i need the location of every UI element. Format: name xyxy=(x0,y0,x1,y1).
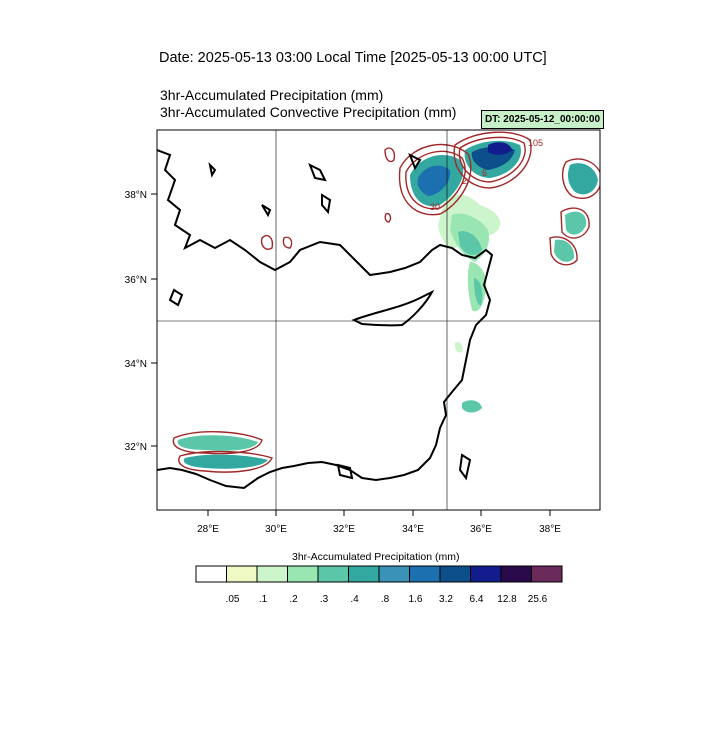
subtitle-convective: 3hr-Accumulated Convective Precipitation… xyxy=(160,104,457,120)
colorbar-swatch xyxy=(409,565,441,583)
colorbar-label: 1.6 xyxy=(408,594,423,605)
lat-label: 32°N xyxy=(125,442,147,453)
subtitle-precip: 3hr-Accumulated Precipitation (mm) xyxy=(160,87,384,103)
colorbar-swatch xyxy=(348,565,380,583)
colorbar-swatch xyxy=(287,565,319,583)
colorbar-label: .4 xyxy=(350,594,359,605)
colorbar xyxy=(195,565,563,583)
colorbar-swatch xyxy=(378,565,410,583)
colorbar-title: 3hr-Accumulated Precipitation (mm) xyxy=(292,551,460,563)
colorbar-label: 12.8 xyxy=(497,594,517,605)
colorbar-swatch xyxy=(439,565,471,583)
tick-marks xyxy=(151,193,551,516)
map-frame xyxy=(156,129,601,511)
lon-label: 28°E xyxy=(197,524,219,535)
colorbar-label: 6.4 xyxy=(469,594,484,605)
contour-label: 30 xyxy=(430,202,440,212)
coastlines xyxy=(157,149,494,490)
graticule xyxy=(157,130,600,510)
colorbar-swatch xyxy=(500,565,532,583)
contour-label: 2 xyxy=(462,176,467,186)
lat-labels: 38°N 36°N 34°N 32°N xyxy=(125,190,147,453)
colorbar-label: .05 xyxy=(225,594,240,605)
colorbar-swatch xyxy=(226,565,258,583)
colorbar-label: .8 xyxy=(380,594,390,605)
contour-label: 6 xyxy=(482,168,487,178)
colorbar-swatch xyxy=(317,565,349,583)
map-title: Date: 2025-05-13 03:00 Local Time [2025-… xyxy=(159,50,547,66)
colorbar-label: .2 xyxy=(289,594,298,605)
colorbar-label: 25.6 xyxy=(527,594,548,605)
dt-label-box: DT: 2025-05-12_00:00:00 xyxy=(481,110,604,129)
lon-label: 34°E xyxy=(402,524,424,535)
colorbar-label: .3 xyxy=(319,594,329,605)
lon-label: 38°E xyxy=(539,524,561,535)
colorbar-swatch xyxy=(256,565,288,583)
contour-labels: 105 2 6 30 xyxy=(430,138,543,212)
lon-label: 30°E xyxy=(265,524,287,535)
lat-label: 38°N xyxy=(125,190,147,201)
precip-fill xyxy=(177,140,598,469)
lon-label: 32°E xyxy=(333,524,355,535)
colorbar-swatch xyxy=(195,565,227,583)
lon-label: 36°E xyxy=(470,524,492,535)
colorbar-label: .1 xyxy=(258,594,268,605)
colorbar-label: 3.2 xyxy=(439,594,453,605)
lat-label: 34°N xyxy=(125,359,147,370)
convective-contours xyxy=(172,131,600,473)
contour-label: 105 xyxy=(528,138,543,148)
colorbar-swatch xyxy=(470,565,502,583)
lat-label: 36°N xyxy=(125,275,147,286)
map-plot-area xyxy=(157,131,600,490)
colorbar-swatch xyxy=(531,565,563,583)
lon-labels: 28°E 30°E 32°E 34°E 36°E 38°E xyxy=(197,524,561,535)
